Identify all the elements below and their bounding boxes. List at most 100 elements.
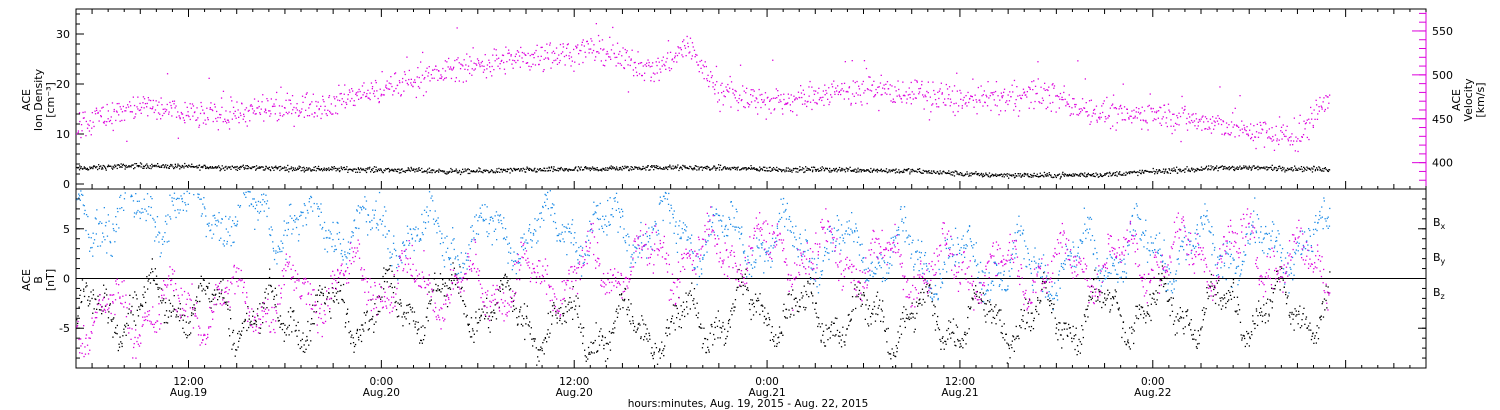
data-point bbox=[1196, 168, 1199, 170]
data-point bbox=[408, 323, 411, 325]
data-point bbox=[1026, 91, 1028, 93]
data-point bbox=[254, 113, 256, 115]
data-point bbox=[1038, 175, 1040, 178]
data-point bbox=[504, 73, 506, 75]
data-point bbox=[801, 167, 804, 169]
data-point bbox=[510, 55, 512, 57]
data-point bbox=[790, 94, 792, 96]
data-point bbox=[484, 318, 486, 320]
data-point bbox=[453, 267, 455, 269]
data-point bbox=[510, 54, 512, 56]
data-point bbox=[876, 291, 879, 293]
data-point bbox=[614, 327, 616, 329]
data-point bbox=[831, 86, 834, 88]
data-point bbox=[527, 169, 530, 171]
data-point bbox=[692, 300, 694, 302]
data-point bbox=[1217, 167, 1220, 169]
data-point bbox=[326, 114, 328, 117]
data-point bbox=[294, 330, 296, 332]
data-point bbox=[1155, 169, 1158, 171]
data-point bbox=[761, 168, 763, 170]
data-point bbox=[360, 324, 363, 326]
data-point bbox=[1080, 172, 1082, 174]
data-point bbox=[1029, 88, 1031, 90]
data-point bbox=[902, 81, 904, 83]
data-point bbox=[1283, 133, 1285, 135]
data-point bbox=[815, 312, 817, 314]
b-axis-title: ACE bbox=[20, 269, 33, 291]
data-point bbox=[921, 172, 923, 174]
data-point bbox=[213, 103, 216, 105]
data-point bbox=[470, 60, 472, 62]
data-point bbox=[86, 285, 88, 287]
data-point bbox=[741, 168, 743, 170]
data-point bbox=[160, 97, 162, 99]
data-point bbox=[671, 315, 674, 317]
data-point bbox=[649, 338, 651, 340]
data-point bbox=[285, 99, 287, 101]
data-point bbox=[1297, 169, 1299, 171]
data-point bbox=[567, 303, 569, 306]
data-point bbox=[774, 345, 776, 347]
data-point bbox=[265, 166, 267, 168]
data-point bbox=[166, 322, 169, 324]
data-point bbox=[667, 40, 670, 42]
data-point bbox=[1224, 132, 1226, 134]
data-point bbox=[672, 165, 674, 167]
data-point bbox=[1271, 140, 1273, 142]
data-point bbox=[1155, 171, 1157, 173]
data-point bbox=[1040, 300, 1042, 302]
data-point bbox=[368, 97, 370, 99]
data-point bbox=[1024, 328, 1026, 330]
data-point bbox=[112, 165, 114, 168]
data-point bbox=[884, 330, 886, 332]
data-point bbox=[387, 88, 389, 90]
data-point bbox=[989, 310, 991, 312]
data-point bbox=[566, 311, 568, 313]
data-point bbox=[385, 86, 387, 88]
data-point bbox=[1035, 305, 1037, 308]
data-point bbox=[278, 166, 280, 168]
data-point bbox=[351, 97, 353, 100]
data-point bbox=[872, 308, 874, 310]
data-point bbox=[863, 92, 865, 94]
data-point bbox=[588, 52, 590, 54]
data-point bbox=[396, 170, 399, 173]
data-point bbox=[881, 93, 883, 96]
data-point bbox=[723, 95, 725, 97]
data-point bbox=[807, 100, 809, 103]
data-point bbox=[1211, 167, 1213, 169]
data-point bbox=[274, 304, 276, 306]
data-point bbox=[671, 318, 673, 320]
data-point bbox=[420, 339, 422, 341]
data-point bbox=[165, 166, 167, 168]
data-point bbox=[497, 65, 499, 67]
data-point bbox=[803, 171, 805, 174]
data-point bbox=[468, 331, 471, 333]
data-point bbox=[928, 285, 931, 287]
data-point bbox=[1019, 173, 1022, 175]
data-point bbox=[274, 113, 276, 115]
data-point bbox=[1262, 122, 1265, 124]
legend-by: By bbox=[1433, 251, 1446, 266]
data-point bbox=[824, 345, 826, 347]
data-point bbox=[276, 91, 278, 94]
data-point bbox=[421, 167, 423, 170]
data-point bbox=[717, 101, 719, 103]
data-point bbox=[820, 170, 822, 172]
data-point bbox=[558, 307, 560, 310]
data-point bbox=[195, 299, 197, 302]
data-point bbox=[591, 166, 594, 168]
data-point bbox=[381, 171, 383, 173]
data-point bbox=[1210, 169, 1212, 171]
data-point bbox=[476, 169, 478, 171]
data-point bbox=[130, 312, 132, 314]
data-point bbox=[889, 169, 891, 171]
data-point bbox=[178, 320, 181, 322]
data-point bbox=[821, 166, 823, 168]
data-point bbox=[568, 57, 571, 60]
data-point bbox=[1050, 174, 1052, 176]
data-point bbox=[306, 92, 308, 94]
data-point bbox=[270, 98, 272, 100]
data-point bbox=[1217, 115, 1219, 117]
